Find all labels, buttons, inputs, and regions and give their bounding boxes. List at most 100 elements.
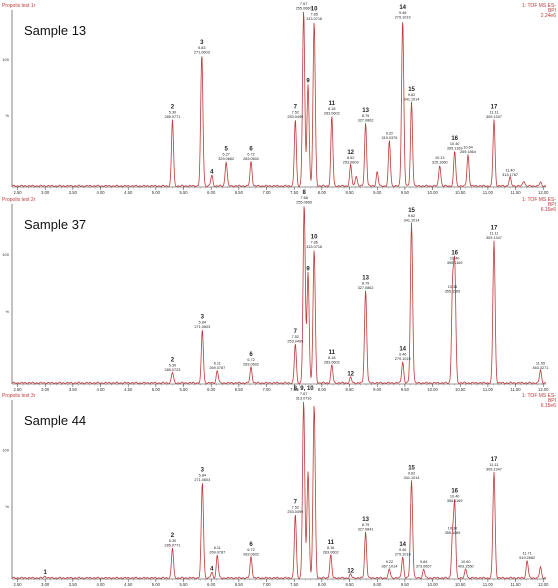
x-tick-label: 9.50 [401,582,410,587]
x-tick-label: 3.50 [69,190,78,195]
peak-mass-label: 9.46 [399,353,406,357]
x-tick-label: 9.00 [373,582,382,587]
peak-number-label: 16 [451,136,458,142]
x-tick-label: 9.50 [401,387,410,392]
detector-label: 1: TOF MS ES- [522,197,556,203]
peak-number-label: 10 [311,7,318,13]
peak-mass-label: 309.1347 [486,236,502,240]
peak-mass-label: 9.84 [420,560,427,564]
panel-header-file: Propolis test 3r [2,393,36,399]
peak-number-label: 1 [44,570,48,576]
detector-label: 1: TOF MS ES- [522,393,556,399]
x-tick-label: 9.00 [373,190,382,195]
x-tick-label: 7.50 [290,190,299,195]
peak-mass-label: 327.0841 [358,527,374,531]
x-tick-label: 9.50 [401,190,410,195]
peak-mass-label: 269.1864 [460,150,476,154]
x-tick-label: 8.00 [318,190,327,195]
peak-number-label: 6 [249,352,253,358]
x-tick-label: 5.00 [152,582,161,587]
x-tick-label: 4.50 [124,582,133,587]
x-tick-label: 2.50 [13,387,22,392]
x-tick-label: 12.00 [538,582,549,587]
peak-mass-label: 271.0603 [194,50,210,54]
x-tick-label: 11.50 [510,387,521,392]
peak-number-label: 2 [171,105,175,111]
peak-number-label: 16 [451,251,458,257]
detector-mode: BPI [548,398,556,404]
peak-number-label: 8 [302,0,306,2]
x-tick-label: 10.00 [427,190,438,195]
peak-number-label: 6 [249,542,253,548]
x-tick-label: 11.00 [483,190,494,195]
peak-number-label: 11 [329,350,336,356]
x-tick-label: 3.50 [69,387,78,392]
peak-mass-label: 285.0771 [165,115,181,119]
x-tick-label: 4.00 [96,582,105,587]
x-tick-label: 5.00 [152,387,161,392]
peak-mass-label: 7.86 [310,241,317,245]
peak-mass-label: 7.67 [300,2,307,6]
peak-number-label: 17 [491,226,498,232]
peak-mass-label: 10.36 [448,285,458,289]
x-tick-label: 2.50 [13,582,22,587]
peak-mass-label: 11.40 [505,168,514,172]
peak-number-label: 4 [210,170,214,176]
peak-number-label: 13 [362,275,369,281]
peak-mass-label: 7.68 [300,196,307,200]
peak-mass-label: 10.60 [461,560,471,564]
peak-number-label: 9 [306,267,310,273]
peak-mass-label: 11.11 [490,111,499,115]
peak-mass-label: 5.84 [199,473,206,477]
peak-mass-label: 7.67 [300,392,307,396]
peak-mass-label: 7.52 [292,335,299,339]
peak-mass-label: 11.11 [490,232,499,236]
peak-mass-label: 6.11 [214,362,221,366]
peak-number-label: 11 [329,101,336,107]
x-tick-label: 10.00 [427,582,438,587]
x-tick-label: 3.50 [69,582,78,587]
peak-mass-label: 253.0609 [343,161,359,165]
peak-mass-label: 355.1169 [447,261,463,265]
peak-mass-label: 5.84 [199,321,206,325]
peak-mass-label: 9.62 [408,93,415,97]
peak-mass-label: 285.0771 [165,543,181,547]
peak-mass-label: 9.62 [408,214,415,218]
peak-mass-label: 6.11 [214,546,221,550]
peak-number-label: 14 [399,542,406,548]
x-tick-label: 10.50 [455,387,466,392]
x-tick-label: 10.50 [455,190,466,195]
peak-mass-label: 5.30 [169,363,176,367]
peak-mass-label: 283.0602 [324,112,340,116]
x-tick-label: 9.00 [373,387,382,392]
y-tick-label: 100 [2,252,9,257]
peak-mass-label: 10.64 [463,146,473,150]
peak-mass-label: 9.62 [408,472,415,476]
peak-number-label: 17 [491,457,498,463]
x-tick-label: 5.50 [179,387,188,392]
x-tick-label: 11.00 [483,582,494,587]
x-tick-label: 8.50 [345,190,354,195]
x-tick-label: 4.00 [96,190,105,195]
peak-mass-label: 313.0716 [306,17,322,21]
x-tick-label: 10.50 [455,582,466,587]
peak-mass-label: 10.40 [450,142,460,146]
y-tick-label: % [5,113,9,118]
peak-mass-label: 11.95 [536,362,545,366]
peak-mass-label: 8.52 [347,156,354,160]
peak-mass-label: 255.0660 [296,7,312,11]
sample-title: Sample 13 [24,23,86,38]
peak-mass-label: 269.0787 [209,366,225,370]
x-tick-label: 5.00 [152,190,161,195]
peak-mass-label: 279.1019 [395,15,411,19]
intensity-label: 6.15e6 [541,207,557,213]
x-tick-label: 6.50 [235,582,244,587]
peak-mass-label: 313.1787 [502,173,518,177]
peak-mass-label: 355.1169 [447,147,463,151]
x-tick-label: 8.00 [318,582,327,587]
peak-mass-label: 285.0723 [165,368,181,372]
peak-mass-label: 9.46 [399,548,406,552]
y-tick-label: % [5,309,9,314]
peak-number-label: 14 [399,347,406,353]
